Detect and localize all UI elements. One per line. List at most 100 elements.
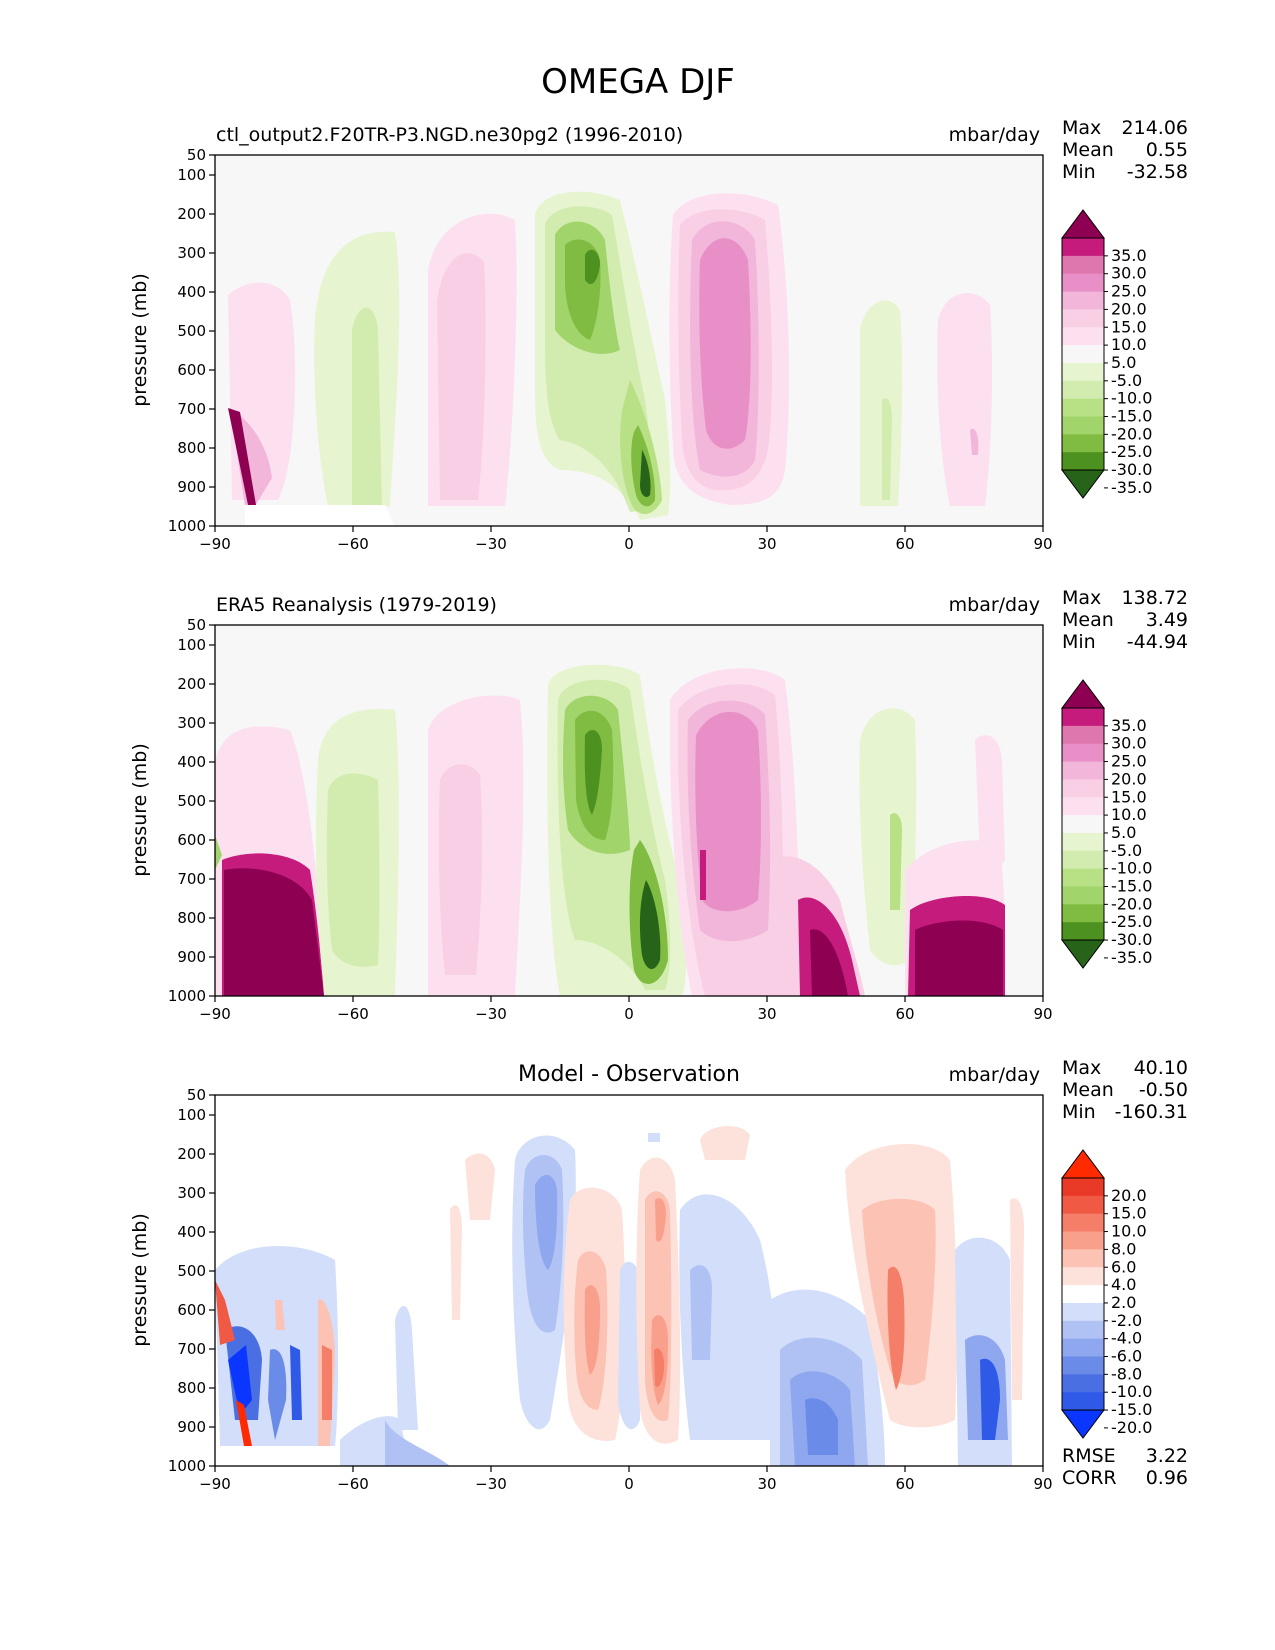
x-tick-label: 60 bbox=[895, 1005, 914, 1023]
y-tick-label: 300 bbox=[177, 1184, 206, 1202]
panel-model-mean-label: Mean bbox=[1062, 139, 1114, 161]
panel-model-contours bbox=[228, 191, 993, 526]
colorbar-tick-label: 4.0 bbox=[1111, 1275, 1136, 1294]
contour-nh-features bbox=[775, 708, 1006, 996]
colorbar-swatch bbox=[1062, 1374, 1104, 1393]
panel-obs-mean-label: Mean bbox=[1062, 609, 1114, 631]
colorbar-tick-label: 35.0 bbox=[1111, 246, 1147, 265]
panel-diff-ylabel: pressure (mb) bbox=[129, 1213, 151, 1347]
colorbar-tick-label: -35.0 bbox=[1111, 948, 1152, 967]
contour-subtrop-descent bbox=[670, 668, 800, 996]
x-tick-label: −90 bbox=[199, 1005, 231, 1023]
contour-antarctic bbox=[215, 726, 325, 996]
colorbar-swatch bbox=[1062, 1356, 1104, 1375]
x-tick-label: 60 bbox=[895, 535, 914, 553]
panel-diff-contours bbox=[215, 1125, 1024, 1466]
y-tick-label: 700 bbox=[177, 400, 206, 418]
colorbar-swatch bbox=[1062, 1285, 1104, 1304]
panel-model-max-label: Max bbox=[1062, 117, 1101, 139]
x-tick-label: −60 bbox=[337, 535, 369, 553]
y-tick-label: 400 bbox=[177, 283, 206, 301]
colorbar-swatch bbox=[1062, 1178, 1104, 1197]
colorbar-tick-label: -15.0 bbox=[1111, 407, 1152, 426]
panel-diff-mean-value: -0.50 bbox=[1139, 1079, 1188, 1101]
x-tick-label: 0 bbox=[624, 1475, 634, 1493]
panel-model: ctl_output2.F20TR-P3.NGD.ne30pg2 (1996-2… bbox=[129, 117, 1188, 553]
colorbar-swatch bbox=[1062, 291, 1104, 310]
x-tick-label: −60 bbox=[337, 1475, 369, 1493]
colorbar-tick-label: 30.0 bbox=[1111, 734, 1147, 753]
contour-missing-data bbox=[245, 505, 395, 526]
contour-sh-subtrop-descent bbox=[428, 213, 517, 506]
colorbar-tick-label: -5.0 bbox=[1111, 371, 1142, 390]
y-tick-label: 900 bbox=[177, 948, 206, 966]
colorbar-swatch bbox=[1062, 273, 1104, 293]
colorbar-tick-label: 2.0 bbox=[1111, 1293, 1136, 1312]
panel-model-colorbar: 35.030.025.020.015.010.05.0-5.0-10.0-15.… bbox=[1061, 209, 1152, 499]
panel-obs-max-label: Max bbox=[1062, 587, 1101, 609]
colorbar-tick-label: -15.0 bbox=[1111, 877, 1152, 896]
contour-sh-pos-upper bbox=[465, 1153, 495, 1220]
colorbar-tick-label: -30.0 bbox=[1111, 460, 1152, 479]
colorbar-swatch bbox=[1062, 886, 1104, 905]
colorbar-swatch bbox=[1062, 1267, 1104, 1286]
colorbar-swatch bbox=[1062, 743, 1104, 763]
contour-nh-subtrop-neg bbox=[679, 1194, 777, 1440]
colorbar-tick-label: 30.0 bbox=[1111, 264, 1147, 283]
colorbar-tick-label: -15.0 bbox=[1111, 1400, 1152, 1419]
contour-trop-ascent bbox=[547, 664, 687, 996]
colorbar-tick-label: -10.0 bbox=[1111, 859, 1152, 878]
colorbar-frame bbox=[1061, 237, 1105, 471]
panel-obs-ylabel: pressure (mb) bbox=[129, 743, 151, 877]
y-tick-label: 500 bbox=[177, 792, 206, 810]
colorbar-swatch bbox=[1062, 708, 1104, 727]
contour-nh-features bbox=[860, 293, 993, 506]
colorbar-swatch bbox=[1062, 922, 1104, 941]
colorbar-extend-min bbox=[1061, 1409, 1105, 1439]
colorbar-tick-label: 15.0 bbox=[1111, 787, 1147, 806]
colorbar-swatch bbox=[1062, 904, 1104, 923]
colorbar-extend-min bbox=[1061, 939, 1105, 969]
colorbar-tick-label: -30.0 bbox=[1111, 930, 1152, 949]
colorbar-swatch bbox=[1062, 1392, 1104, 1411]
colorbar-swatch bbox=[1062, 1213, 1104, 1233]
colorbar-tick-label: -2.0 bbox=[1111, 1311, 1142, 1330]
contour-nh-subtrop-neg-b bbox=[690, 1265, 712, 1360]
panel-obs-colorbar: 35.030.025.020.015.010.05.0-5.0-10.0-15.… bbox=[1061, 679, 1152, 969]
y-tick-label: 900 bbox=[177, 1418, 206, 1436]
colorbar-tick-label: 8.0 bbox=[1111, 1239, 1136, 1258]
contour-eq-neg bbox=[618, 1261, 642, 1430]
colorbar-tick-label: -6.0 bbox=[1111, 1347, 1142, 1366]
x-tick-label: −90 bbox=[199, 1475, 231, 1493]
y-tick-label: 1000 bbox=[168, 517, 206, 535]
panel-diff-units: mbar/day bbox=[949, 1064, 1040, 1086]
panel-model-ylabel: pressure (mb) bbox=[129, 273, 151, 407]
contour-nh-neg bbox=[770, 1289, 885, 1466]
contour-sh-midlat-ascent bbox=[314, 231, 400, 506]
contour-nh-upper-pos bbox=[700, 1125, 750, 1160]
contour-trop-pos-b bbox=[636, 1157, 681, 1444]
panel-obs-title: ERA5 Reanalysis (1979-2019) bbox=[216, 594, 497, 616]
colorbar-swatch bbox=[1062, 398, 1104, 417]
y-tick-label: 900 bbox=[177, 478, 206, 496]
panel-model-axes: −90 −60 −30 0 30 60 90 50 100 200 300 400 500 600 700 8… bbox=[168, 146, 1053, 553]
y-tick-label: 400 bbox=[177, 753, 206, 771]
contour-sh-pos bbox=[450, 1205, 462, 1320]
panel-obs-max-value: 138.72 bbox=[1122, 587, 1188, 609]
colorbar-swatch bbox=[1062, 255, 1104, 275]
y-tick-label: 400 bbox=[177, 1223, 206, 1241]
panel-diff-rmse-value: 3.22 bbox=[1146, 1445, 1188, 1467]
colorbar-frame bbox=[1061, 707, 1105, 941]
y-tick-label: 700 bbox=[177, 870, 206, 888]
colorbar-extend-min bbox=[1061, 469, 1105, 499]
contour-sh-midlat-ascent bbox=[316, 709, 399, 996]
colorbar-tick-label: -20.0 bbox=[1111, 894, 1152, 913]
y-tick-label: 800 bbox=[177, 909, 206, 927]
colorbar-extend-max bbox=[1061, 209, 1105, 239]
y-tick-label: 1000 bbox=[168, 1457, 206, 1475]
x-tick-label: 90 bbox=[1033, 1005, 1052, 1023]
colorbar-swatch bbox=[1062, 416, 1104, 435]
y-tick-label: 200 bbox=[177, 675, 206, 693]
y-tick-label: 100 bbox=[177, 1106, 206, 1124]
colorbar-tick-label: 5.0 bbox=[1111, 823, 1136, 842]
